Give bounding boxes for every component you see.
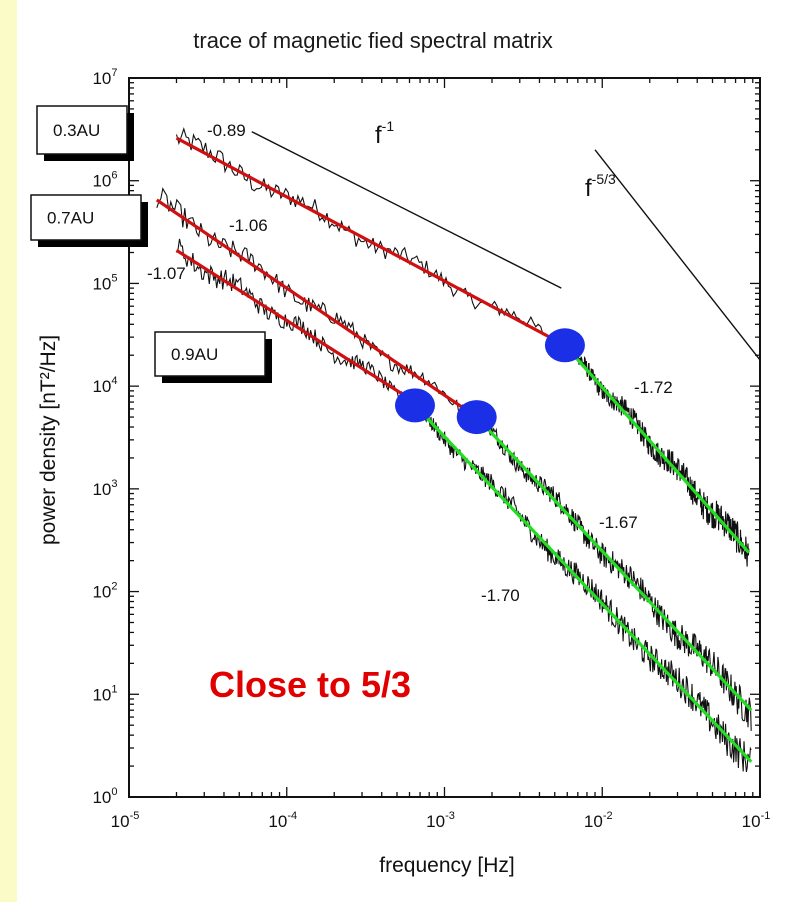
y-tick-label: 101 — [92, 683, 117, 704]
box-face — [154, 331, 266, 377]
slide: trace of magnetic fied spectral matrix 1… — [17, 0, 800, 902]
low-slope-label-0: -0.89 — [207, 121, 246, 140]
x-tick-label: 10-3 — [426, 810, 455, 831]
annotation-close-to-5-3: Close to 5/3 — [209, 664, 411, 705]
break-marker-2 — [394, 388, 435, 423]
high-slope-label-2: -1.70 — [481, 586, 520, 605]
low-slope-label-1: -1.06 — [229, 216, 268, 235]
box-face — [30, 194, 142, 241]
distance-label-0: 0.3AU — [53, 121, 100, 140]
label-layer: 10-5 10-4 10-3 10-2 10-1 100 101 102 103 104 105 10… — [30, 67, 771, 831]
y-tick-label: 100 — [92, 786, 117, 807]
distance-label-2: 0.9AU — [171, 345, 218, 364]
break-marker-1 — [456, 400, 497, 435]
fit-layer — [155, 131, 761, 763]
y-tick-label: 106 — [92, 170, 117, 191]
x-tick-label: 10-2 — [584, 810, 613, 831]
x-tick-label: 10-4 — [268, 810, 297, 831]
y-tick-label: 102 — [92, 581, 117, 602]
low-slope-label-2: -1.07 — [147, 264, 186, 283]
chart-title: trace of magnetic fied spectral matrix — [193, 28, 552, 53]
distance-box-2: 0.9AU — [154, 331, 272, 383]
high-freq-fit-1 — [475, 415, 753, 712]
spectrum-trace-0 — [175, 127, 750, 567]
y-tick-label: 105 — [92, 272, 117, 293]
break-marker-0 — [544, 328, 585, 363]
reference-label-1: f-5/3 — [585, 171, 616, 202]
high-freq-fit-2 — [413, 404, 753, 763]
x-tick-label: 10-5 — [111, 810, 140, 831]
reference-label-0: f-1 — [375, 118, 394, 149]
distance-label-1: 0.7AU — [47, 209, 94, 228]
reference-line-0 — [251, 131, 562, 289]
high-slope-label-1: -1.67 — [599, 513, 638, 532]
distance-box-0: 0.3AU — [36, 105, 134, 161]
y-axis-label: power density [nT²/Hz] — [37, 335, 60, 545]
low-freq-fit-1 — [155, 198, 478, 419]
y-tick-label: 103 — [92, 478, 117, 499]
box-face — [36, 105, 128, 155]
reference-line-1 — [594, 149, 761, 361]
x-tick-label: 10-1 — [742, 810, 771, 831]
high-freq-fit-0 — [563, 344, 751, 554]
spectrum-chart: trace of magnetic fied spectral matrix 1… — [30, 28, 771, 877]
y-tick-label: 107 — [92, 67, 117, 88]
y-tick-label: 104 — [92, 375, 117, 396]
x-axis-label: frequency [Hz] — [379, 854, 514, 877]
frame-layer — [128, 77, 761, 798]
high-slope-label-0: -1.72 — [634, 378, 673, 397]
distance-box-1: 0.7AU — [30, 194, 148, 247]
low-freq-fit-0 — [175, 136, 566, 347]
low-freq-fit-2 — [175, 248, 416, 404]
